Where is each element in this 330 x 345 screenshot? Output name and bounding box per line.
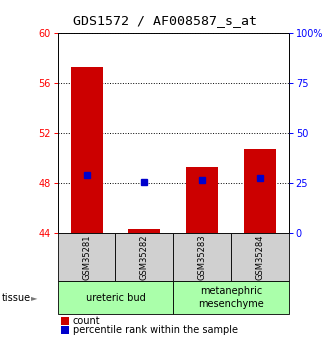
Text: GSM35284: GSM35284 xyxy=(255,234,264,280)
Text: GDS1572 / AF008587_s_at: GDS1572 / AF008587_s_at xyxy=(73,14,257,27)
Text: count: count xyxy=(73,316,100,326)
Bar xyxy=(128,229,160,233)
Text: GSM35282: GSM35282 xyxy=(140,234,149,280)
Text: tissue: tissue xyxy=(2,293,31,303)
Text: ureteric bud: ureteric bud xyxy=(85,293,146,303)
Text: metanephric
mesenchyme: metanephric mesenchyme xyxy=(198,286,264,309)
Text: ►: ► xyxy=(31,293,38,302)
Bar xyxy=(71,67,103,233)
Text: GSM35283: GSM35283 xyxy=(198,234,207,280)
Bar xyxy=(244,149,276,233)
Bar xyxy=(186,167,218,233)
Text: percentile rank within the sample: percentile rank within the sample xyxy=(73,325,238,335)
Text: GSM35281: GSM35281 xyxy=(82,234,91,280)
